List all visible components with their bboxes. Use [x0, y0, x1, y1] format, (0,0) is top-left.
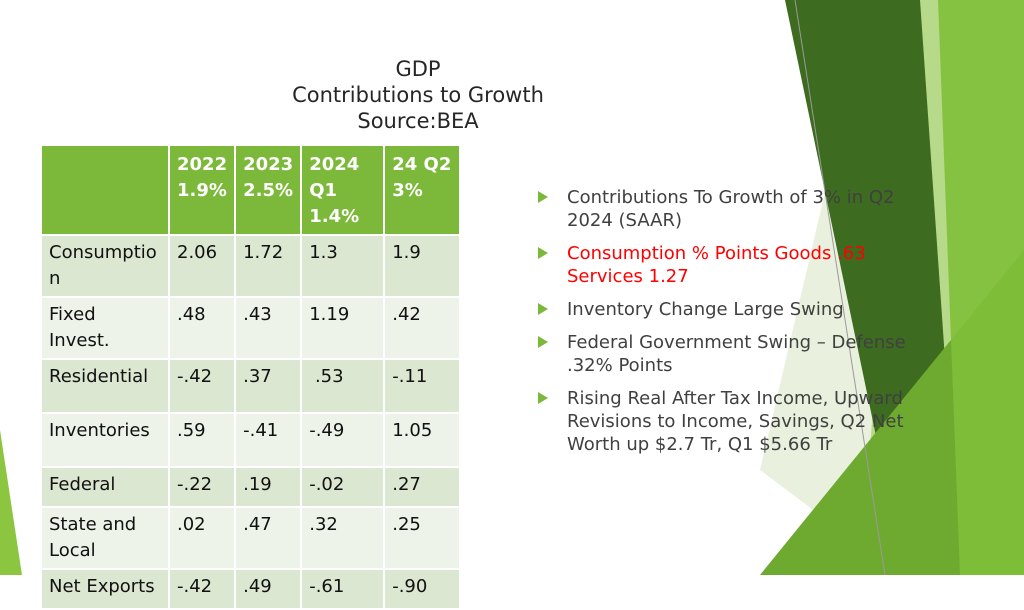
table-cell: .59 [169, 413, 237, 468]
bullet-arrow-icon [538, 303, 548, 315]
table-cell: .27 [384, 467, 462, 508]
table-cell: 1.9 [384, 235, 462, 298]
bullet-item: Rising Real After Tax Income, Upward Rev… [538, 387, 918, 456]
bullet-list: Contributions To Growth of 3% in Q2 2024… [538, 186, 918, 466]
table-cell: -.61 [301, 569, 386, 610]
header-cell-2023: 2023 2.5% [235, 146, 303, 236]
table-cell: 1.72 [235, 235, 303, 298]
row-label: Consumption [42, 235, 170, 298]
right-bright-band [938, 0, 1024, 575]
table-cell: -.42 [169, 569, 237, 610]
table-cell: 1.05 [384, 413, 462, 468]
table-cell: .19 [235, 467, 303, 508]
table-cell: -.11 [384, 359, 462, 414]
table-cell: .48 [169, 297, 237, 360]
table-cell: 1.3 [301, 235, 386, 298]
header-cell-2024-q1: 2024 Q1 1.4% [301, 146, 386, 236]
header-cell-blank [42, 146, 170, 236]
bullet-text: Consumption % Points Goods .63 Services … [567, 243, 866, 287]
table-row: Residential -.42 .37 .53 -.11 [42, 359, 462, 414]
table-cell: .25 [384, 507, 462, 570]
bullet-item: Contributions To Growth of 3% in Q2 2024… [538, 186, 918, 232]
table-row: Federal -.22 .19 -.02 .27 [42, 467, 462, 508]
bullet-text: Federal Government Swing – Defense .32% … [567, 332, 906, 376]
row-label: Residential [42, 359, 170, 414]
bullet-text: Rising Real After Tax Income, Upward Rev… [567, 388, 904, 455]
left-green-wedge [0, 430, 22, 575]
table-cell: 2.06 [169, 235, 237, 298]
table-cell: .47 [235, 507, 303, 570]
header-cell-24-q2: 24 Q2 3% [384, 146, 462, 236]
title-line-contributions: Contributions to Growth [292, 83, 544, 107]
table-row: State and Local .02 .47 .32 .25 [42, 507, 462, 570]
slide-decoration [0, 0, 1024, 575]
table-cell: -.02 [301, 467, 386, 508]
table-cell: .02 [169, 507, 237, 570]
table-cell: .49 [235, 569, 303, 610]
bullet-arrow-icon [538, 392, 548, 404]
table-row: Inventories .59 -.41 -.49 1.05 [42, 413, 462, 468]
table-cell: .32 [301, 507, 386, 570]
table-cell: .43 [235, 297, 303, 360]
table-cell: .37 [235, 359, 303, 414]
table-cell: -.90 [384, 569, 462, 610]
bullet-text: Inventory Change Large Swing [567, 299, 844, 320]
bullet-item: Federal Government Swing – Defense .32% … [538, 331, 918, 377]
table-cell: -.42 [169, 359, 237, 414]
table-cell: -.41 [235, 413, 303, 468]
bullet-item-highlight: Consumption % Points Goods .63 Services … [538, 242, 918, 288]
row-label: Net Exports [42, 569, 170, 610]
table-cell: 1.19 [301, 297, 386, 360]
gdp-contributions-table: 2022 1.9% 2023 2.5% 2024 Q1 1.4% 24 Q2 3… [42, 146, 462, 610]
table-row: Consumption 2.06 1.72 1.3 1.9 [42, 235, 462, 298]
bullet-arrow-icon [538, 191, 548, 203]
title-line-gdp: GDP [395, 57, 441, 81]
bullet-arrow-icon [538, 336, 548, 348]
row-label: Inventories [42, 413, 170, 468]
table-cell: .53 [301, 359, 386, 414]
slide-title: GDP Contributions to Growth Source:BEA [250, 56, 586, 134]
title-line-source: Source:BEA [357, 109, 479, 133]
table-cell: -.22 [169, 467, 237, 508]
bullet-text: Contributions To Growth of 3% in Q2 2024… [567, 187, 895, 231]
table-cell: -.49 [301, 413, 386, 468]
bullet-arrow-icon [538, 247, 548, 259]
table-row: Fixed Invest. .48 .43 1.19 .42 [42, 297, 462, 360]
row-label: State and Local [42, 507, 170, 570]
bullet-item: Inventory Change Large Swing [538, 298, 918, 321]
right-thin-line [794, 0, 886, 575]
header-cell-2022: 2022 1.9% [169, 146, 237, 236]
table-header-row: 2022 1.9% 2023 2.5% 2024 Q1 1.4% 24 Q2 3… [42, 146, 462, 236]
row-label: Federal [42, 467, 170, 508]
row-label: Fixed Invest. [42, 297, 170, 360]
table-row: Net Exports -.42 .49 -.61 -.90 [42, 569, 462, 610]
table-cell: .42 [384, 297, 462, 360]
